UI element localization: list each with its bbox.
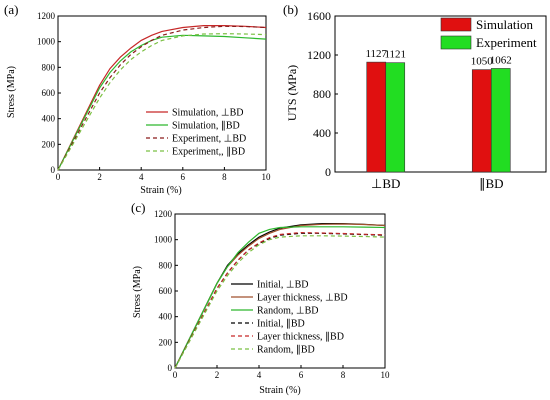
x-tick-label: 8: [222, 172, 227, 182]
y-tick-label: 800: [42, 62, 56, 72]
bar-simulation: [471, 69, 492, 173]
x-tick-label: 0: [173, 370, 178, 380]
series-line-3: [174, 226, 386, 369]
y-tick-label: 800: [159, 260, 173, 270]
legend-label-4: Initial, ∥BD: [257, 319, 305, 330]
legend-label-3: Experiment, ⊥BD: [172, 134, 246, 145]
y-tick-label: 1200: [37, 11, 56, 21]
legend-label-1: Simulation, ⊥BD: [172, 108, 244, 119]
panel-b-label: (b): [283, 2, 298, 17]
bar-value-label: 1062: [490, 54, 512, 66]
y-tick-label: 200: [42, 139, 56, 149]
series-line-3: [57, 25, 267, 171]
y-tick-label: 800: [313, 87, 331, 101]
bar-simulation: [366, 61, 387, 173]
y-tick-label: 1600: [307, 9, 331, 23]
y-tick-label: 1000: [37, 37, 56, 47]
panel-c-ylabel: Stress (MPa): [132, 266, 143, 318]
legend-label-6: Random, ∥BD: [257, 345, 315, 356]
panel-c: (c) Stress (MPa) Strain (%) 0 2 4 6 8 10 0 200 4…: [131, 200, 390, 396]
panel-c-plot: 0 2 4 6 8 10 0 200 400 600 800 1000 1200 Initial, ⊥BD…: [154, 209, 390, 380]
series-line-1: [57, 25, 267, 171]
legend-swatch-2: [440, 35, 472, 50]
series-line-5: [174, 231, 386, 369]
y-tick-label: 400: [42, 114, 56, 124]
panel-c-label: (c): [131, 200, 145, 215]
legend-label-3: Random, ⊥BD: [257, 306, 319, 317]
y-tick-label: 0: [51, 165, 56, 175]
x-tick-label: 10: [381, 370, 391, 380]
y-tick-label: 600: [159, 286, 173, 296]
legend-label-2: Layer thickness, ⊥BD: [257, 293, 348, 304]
legend-swatch-1: [440, 17, 472, 32]
y-tick-label: 400: [313, 126, 331, 140]
bar-experiment: [490, 68, 511, 173]
legend-label-4: Experiment,, ∥BD: [172, 147, 245, 158]
x-tick-label: 2: [215, 370, 220, 380]
category-label: ∥BD: [479, 176, 504, 191]
panel-c-xlabel: Strain (%): [259, 385, 300, 396]
category-label: ⊥BD: [371, 176, 400, 191]
y-tick-label: 0: [168, 363, 173, 373]
panel-a-xlabel: Strain (%): [140, 185, 181, 196]
legend-label-2: Experiment: [476, 35, 537, 50]
panel-a-label: (a): [4, 2, 18, 17]
bar-value-label: 1121: [384, 49, 406, 61]
y-tick-label: 1200: [307, 48, 331, 62]
panel-a: (a) Stress (MPa) Strain (%) 0 2 4 6 8 10 0 200 4…: [4, 2, 271, 196]
x-tick-label: 6: [299, 370, 304, 380]
legend-label-1: Initial, ⊥BD: [257, 280, 308, 291]
series-line-6: [174, 235, 386, 369]
panel-b-ylabel: UTS (MPa): [285, 65, 299, 121]
bar-value-label: 1050: [471, 56, 494, 68]
x-tick-label: 6: [181, 172, 186, 182]
x-tick-label: 0: [56, 172, 61, 182]
y-tick-label: 0: [325, 165, 331, 179]
x-tick-label: 4: [257, 370, 262, 380]
y-tick-label: 1200: [154, 209, 173, 219]
bar-value-label: 1127: [365, 48, 387, 60]
y-tick-label: 1000: [154, 235, 173, 245]
panel-a-plot: 0 2 4 6 8 10 0 200 400 600 800 1000 1200 Simulation, …: [37, 11, 271, 182]
legend-label-2: Simulation, ∥BD: [172, 121, 240, 132]
series-line-4: [57, 33, 267, 171]
x-tick-label: 10: [262, 172, 272, 182]
legend-label-1: Simulation: [476, 17, 534, 32]
panel-a-ylabel: Stress (MPa): [6, 66, 17, 118]
y-tick-label: 200: [159, 337, 173, 347]
y-tick-label: 400: [159, 312, 173, 322]
x-tick-label: 8: [341, 370, 346, 380]
panel-b: (b) UTS (MPa) 0 400 800 1200 1600 ⊥BD 11271121…: [283, 2, 547, 191]
x-tick-label: 4: [139, 172, 144, 182]
bar-experiment: [385, 62, 406, 173]
y-tick-label: 600: [42, 88, 56, 98]
legend-label-5: Layer thickness, ∥BD: [257, 332, 344, 343]
x-tick-label: 2: [97, 172, 102, 182]
